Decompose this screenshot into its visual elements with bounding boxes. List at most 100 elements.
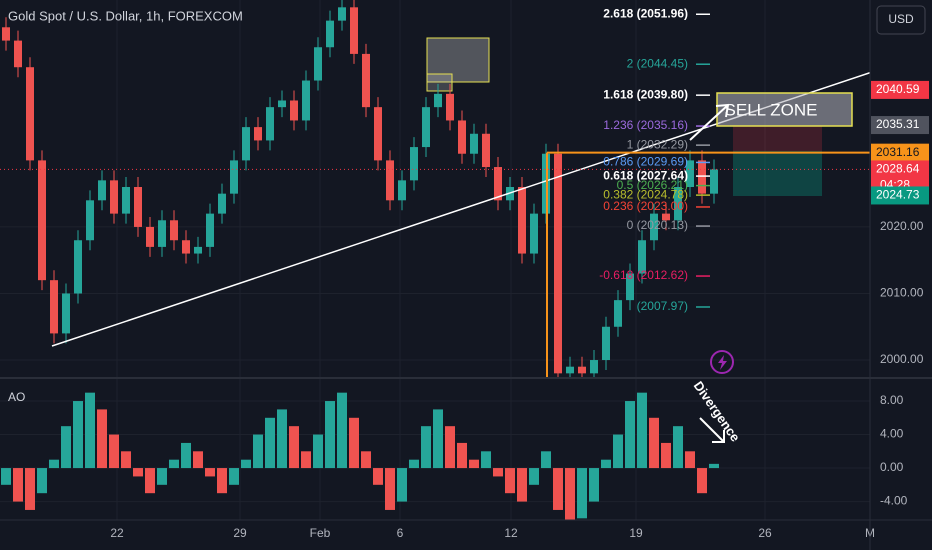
ao-bar: [529, 468, 539, 485]
ao-bar: [109, 434, 119, 469]
candle-body: [290, 100, 298, 121]
candle-body: [266, 107, 274, 141]
ao-bar: [181, 442, 191, 469]
candle-body: [458, 120, 466, 154]
y-tick-label: 2000.00: [880, 352, 924, 366]
candle-body: [626, 273, 634, 301]
indicator-title: AO: [8, 390, 25, 404]
candle-body: [578, 366, 586, 374]
candle-body: [2, 27, 10, 41]
candle-body: [590, 360, 598, 374]
candle-body: [302, 80, 310, 121]
candle-body: [278, 100, 286, 108]
fib-label: 0.236 (2023.00): [603, 199, 688, 213]
ao-bar: [121, 451, 131, 469]
y-tick-label: 0.00: [880, 460, 904, 474]
ao-bar: [421, 426, 431, 469]
fib-label: 1.236 (2035.16): [603, 118, 688, 132]
ao-bar: [373, 468, 383, 485]
candle-body: [206, 213, 214, 247]
icon-bolt: [718, 355, 727, 370]
position-loss: [733, 126, 822, 151]
arrow: [689, 103, 730, 141]
candle-body: [362, 53, 370, 108]
candle-body: [434, 93, 442, 108]
candle-body: [134, 187, 142, 227]
fib-label: 0.5 (2026.21): [617, 178, 688, 192]
ao-bar: [589, 468, 599, 502]
candle-body: [494, 167, 502, 201]
candle-body: [410, 147, 418, 181]
ao-bar: [445, 426, 455, 469]
candle-body: [14, 40, 22, 68]
price-label: 2024.73: [876, 188, 920, 202]
position-profit: [733, 151, 822, 196]
sell-zone-label: SELL ZONE: [725, 100, 818, 119]
ao-bar: [37, 468, 47, 494]
box: [426, 73, 453, 92]
candle-body: [314, 47, 322, 81]
ao-bar: [25, 468, 35, 510]
ao-bar: [613, 434, 623, 469]
ao-bar: [625, 401, 635, 469]
ao-bar: [301, 451, 311, 469]
x-tick-label: Feb: [310, 526, 331, 540]
ao-bar: [505, 468, 515, 494]
candle-body: [470, 133, 478, 154]
candle-body: [74, 240, 82, 294]
candle-body: [194, 246, 202, 254]
y-tick-label: 8.00: [880, 393, 904, 407]
ao-bar: [661, 442, 671, 469]
candle-body: [554, 153, 562, 374]
chart-title: Gold Spot / U.S. Dollar, 1h, FOREXCOM: [8, 8, 243, 23]
price-label-box: [871, 143, 929, 162]
fib-label: 2.618 (2051.96): [603, 6, 688, 20]
ao-bar: [457, 442, 467, 469]
price-label-box: [871, 80, 929, 99]
y-tick-label: 2020.00: [880, 219, 924, 233]
candle-body: [446, 93, 454, 121]
box: [426, 37, 490, 83]
ao-bar: [277, 409, 287, 469]
candle-body: [350, 7, 358, 54]
ao-bar: [61, 426, 71, 469]
fib-label: 2 (2044.45): [627, 56, 688, 70]
candle-body: [254, 127, 262, 141]
candle-body: [338, 7, 346, 21]
price-label: 2031.16: [876, 145, 920, 159]
ao-bar: [253, 434, 263, 469]
ao-bar: [157, 468, 167, 485]
fib-label: -0.618 (2012.62): [599, 268, 688, 282]
x-tick-label: 6: [397, 526, 404, 540]
ao-bar: [205, 468, 215, 477]
fib-label: 0 (2020.13): [627, 218, 688, 232]
candle-body: [110, 180, 118, 214]
ao-bar: [673, 426, 683, 469]
sell-zone: [716, 92, 853, 127]
candle-body: [602, 326, 610, 361]
ao-bar: [169, 459, 179, 469]
fib-label: 0.382 (2024.78): [603, 187, 688, 201]
ao-bar: [541, 451, 551, 469]
ao-bar: [481, 451, 491, 469]
price-label: 2028.64: [876, 162, 920, 176]
ao-bar: [361, 451, 371, 469]
ao-bar: [325, 401, 335, 469]
ao-bar: [97, 409, 107, 469]
ao-bar: [217, 468, 227, 494]
icon: [710, 350, 734, 374]
ao-bar: [517, 468, 527, 502]
candle-body: [146, 226, 154, 247]
ao-bar: [601, 459, 611, 469]
ao-bar: [349, 417, 359, 469]
ao-bar: [577, 468, 587, 519]
candle-body: [122, 187, 130, 214]
x-tick-label: 19: [629, 526, 643, 540]
candle-body: [698, 160, 706, 194]
ao-bar: [265, 417, 275, 469]
ao-bar: [1, 468, 11, 485]
currency-label[interactable]: USD: [888, 12, 914, 26]
currency-button[interactable]: [876, 5, 926, 35]
